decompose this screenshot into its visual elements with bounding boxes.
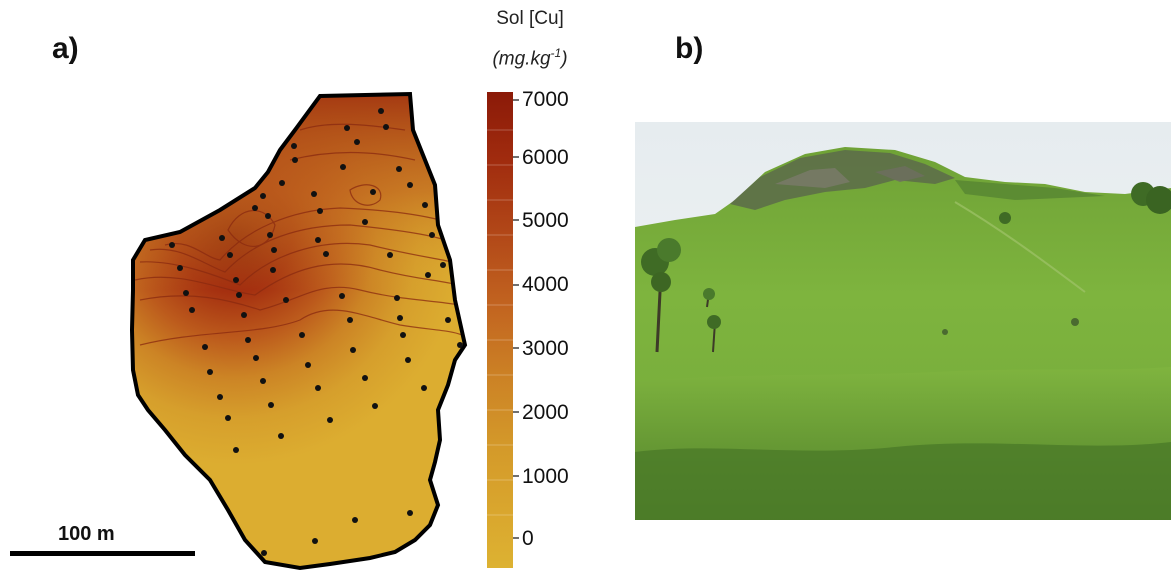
legend-ticks [513,99,519,539]
legend-tick-label: 6000 [522,146,569,169]
legend-tick-label: 0 [522,527,534,550]
legend-tick-label: 5000 [522,209,569,232]
legend-unit: (mg.kg-1) [492,46,568,70]
legend-color-bar [487,92,513,568]
legend-tick-label: 7000 [522,88,569,111]
panel-label-b: b) [675,32,704,65]
legend-tick-label: 4000 [522,273,569,296]
scale-bar [10,551,195,556]
sample-points [169,108,463,556]
legend-tick-label: 1000 [522,465,569,488]
copper-concentration-map [10,92,519,570]
hill-landscape-photo [635,122,1171,520]
legend-tick-label: 2000 [522,401,569,424]
contour-lines [134,123,463,346]
legend-tick-label: 3000 [522,337,569,360]
scale-bar-label: 100 m [58,523,115,545]
panel-label-a: a) [52,32,79,65]
legend-title: Sol [Cu] [496,8,564,29]
